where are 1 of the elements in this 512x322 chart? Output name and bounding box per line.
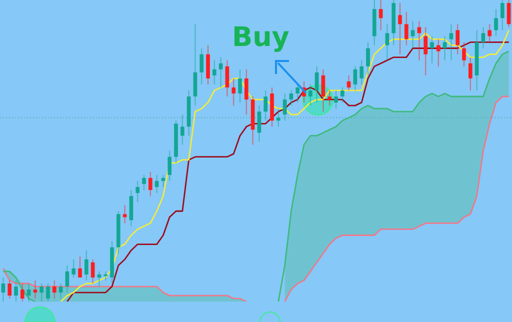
annotation: Buy [232,22,290,53]
